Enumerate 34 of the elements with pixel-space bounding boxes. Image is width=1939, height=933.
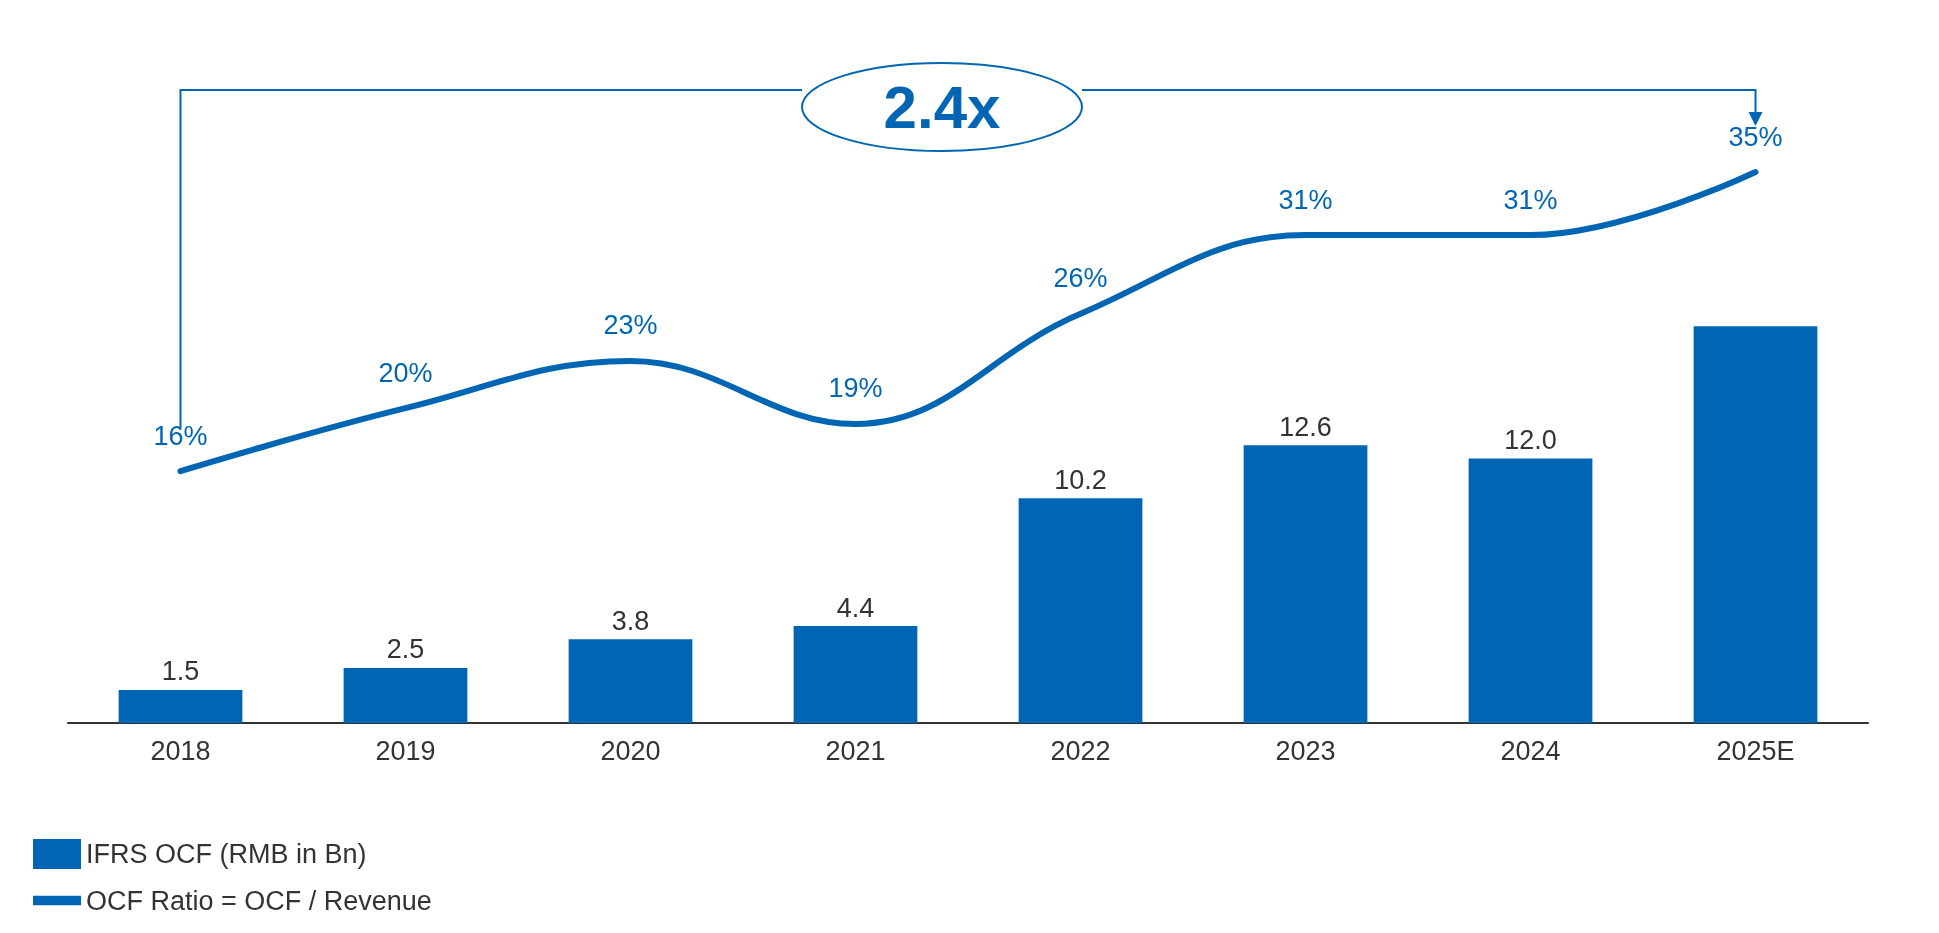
x-tick-label: 2023 <box>1275 735 1336 766</box>
bar <box>1243 445 1368 723</box>
bar <box>118 689 243 723</box>
data-label: 26% <box>1053 263 1108 294</box>
data-label: 2.5 <box>386 634 425 665</box>
data-label: 31% <box>1278 184 1333 215</box>
data-label: 23% <box>603 310 658 341</box>
data-label: 35% <box>1728 121 1783 152</box>
bar <box>1468 458 1593 723</box>
bar <box>343 667 468 723</box>
bar <box>568 639 693 723</box>
data-label: 12.0 <box>1504 425 1557 456</box>
text: 2.4x <box>883 73 1001 141</box>
legend-label: OCF Ratio = OCF / Revenue <box>86 885 432 916</box>
data-label: 12.6 <box>1279 411 1332 442</box>
legend-label: IFRS OCF (RMB in Bn) <box>86 839 367 869</box>
bar <box>793 626 918 723</box>
x-tick-label: 2018 <box>150 735 211 766</box>
data-label: 3.8 <box>611 605 650 636</box>
data-label: 20% <box>378 357 433 388</box>
data-label: 16% <box>153 420 208 451</box>
x-tick-label: 2020 <box>600 735 661 766</box>
x-tick-label: 2022 <box>1050 735 1111 766</box>
data-label: 1.5 <box>161 656 200 687</box>
x-tick-label: 2024 <box>1500 735 1561 766</box>
x-tick-label: 2019 <box>375 735 436 766</box>
bar <box>1693 326 1818 723</box>
x-tick-label: 2025E <box>1716 735 1795 766</box>
data-label: 10.2 <box>1054 464 1107 495</box>
data-label: 19% <box>828 373 883 404</box>
data-label: 4.4 <box>836 592 875 623</box>
data-label: 31% <box>1503 184 1558 215</box>
x-tick-label: 2021 <box>825 735 886 766</box>
bar <box>1018 498 1143 723</box>
